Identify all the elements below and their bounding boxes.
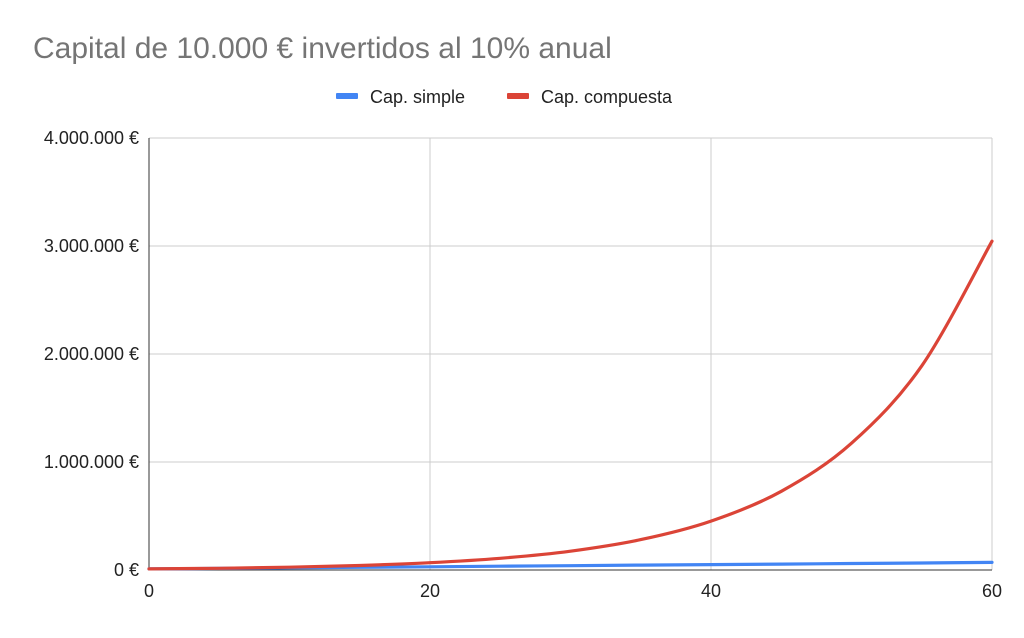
x-axis-ticks: 0 20 40 60 (144, 581, 1002, 601)
legend-label: Cap. simple (370, 87, 465, 107)
axes (148, 138, 992, 571)
x-tick-label: 20 (420, 581, 440, 601)
chart-title: Capital de 10.000 € invertidos al 10% an… (33, 32, 612, 65)
y-tick-label: 3.000.000 € (44, 236, 139, 256)
legend-swatch (507, 93, 529, 99)
gridlines (149, 137, 993, 570)
y-tick-label: 2.000.000 € (44, 344, 139, 364)
y-tick-label: 4.000.000 € (44, 128, 139, 148)
y-axis-ticks: 0 € 1.000.000 € 2.000.000 € 3.000.000 € 4.00… (44, 128, 139, 580)
legend-swatch (336, 93, 358, 99)
series-line-cap-compuesta (147, 239, 994, 571)
legend-label: Cap. compuesta (541, 87, 673, 107)
x-tick-label: 60 (982, 581, 1002, 601)
x-tick-label: 40 (701, 581, 721, 601)
y-tick-label: 1.000.000 € (44, 452, 139, 472)
x-tick-label: 0 (144, 581, 154, 601)
legend: Cap. simple Cap. compuesta (336, 87, 673, 107)
series-lines (147, 239, 994, 571)
y-tick-label: 0 € (114, 560, 139, 580)
